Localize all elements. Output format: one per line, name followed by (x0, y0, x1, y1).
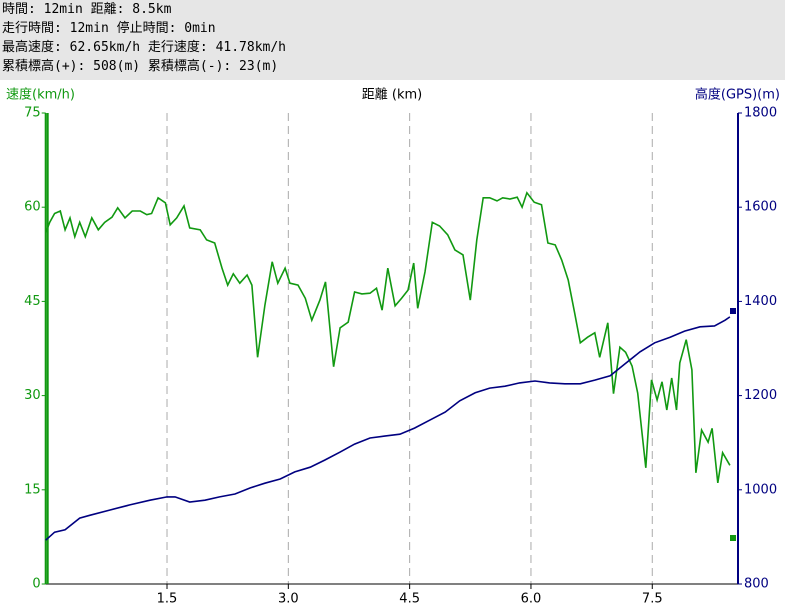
x-tick-label: 7.5 (642, 592, 663, 605)
x-axis-title: 距離 (km) (362, 88, 422, 103)
end-marker (730, 308, 736, 314)
end-marker (730, 535, 736, 541)
x-tick-label: 3.0 (278, 592, 299, 605)
y2-tick-label: 1400 (744, 294, 777, 309)
summary-line: 時間: 12min 距離: 8.5km (2, 2, 172, 17)
y2-tick-label: 800 (744, 577, 769, 592)
x-tick-label: 4.5 (399, 592, 420, 605)
summary-line: 最高速度: 62.65km/h 走行速度: 41.78km/h (2, 40, 287, 55)
x-tick-label: 1.5 (157, 592, 178, 605)
chart: 速度(km/h) 距離 (km) 高度(GPS)(m) 1.5 3.0 4.5 6.0… (6, 87, 780, 605)
y-tick-label: 0 (32, 577, 40, 592)
summary-line: 累積標高(+): 508(m) 累積標高(-): 23(m) (2, 59, 279, 74)
y2-tick-label: 1000 (744, 482, 777, 497)
y-tick-label: 15 (24, 482, 41, 497)
y2-tick-label: 1600 (744, 200, 777, 215)
y-tick-label: 60 (24, 200, 41, 215)
y2-tick-label: 1800 (744, 106, 777, 121)
y-axis-title: 速度(km/h) (6, 87, 75, 103)
y2-tick-label: 1200 (744, 388, 777, 403)
y-tick-label: 45 (24, 294, 41, 309)
y-tick-label: 75 (24, 106, 41, 121)
y-tick-label: 30 (24, 388, 41, 403)
series-line (45, 316, 731, 541)
x-tick-label: 6.0 (521, 592, 542, 605)
summary-line: 走行時間: 12min 停止時間: 0min (2, 21, 216, 36)
y2-axis-title: 高度(GPS)(m) (695, 87, 780, 103)
series-line (44, 191, 731, 484)
summary-header: 時間: 12min 距離: 8.5km 走行時間: 12min 停止時間: 0m… (0, 0, 785, 80)
